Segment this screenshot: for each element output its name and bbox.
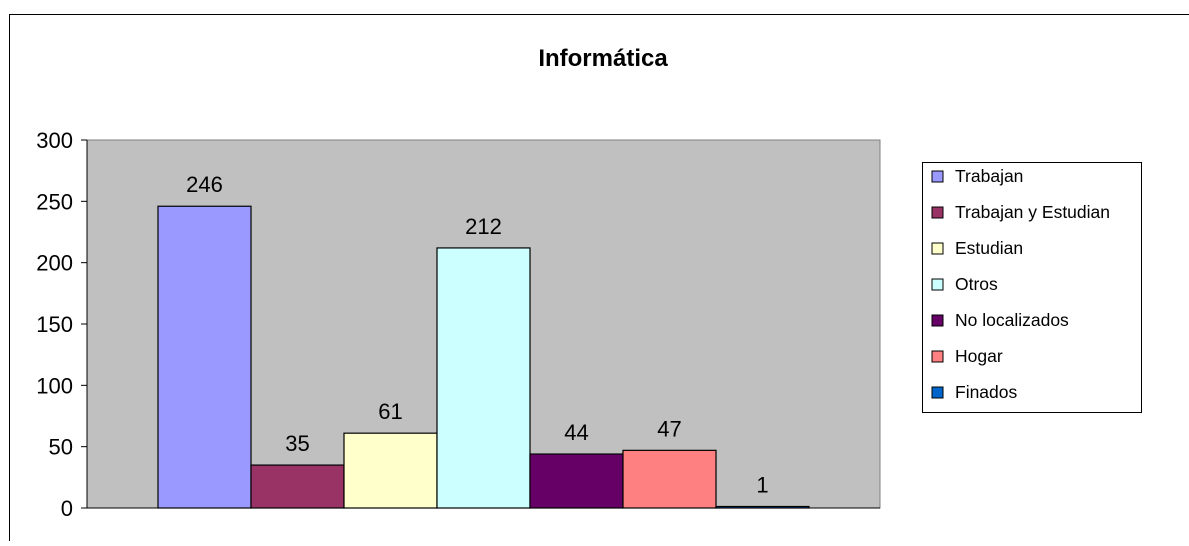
legend-label: Trabajan y Estudian xyxy=(955,202,1110,222)
chart-title: Informática xyxy=(538,45,668,72)
data-label: 47 xyxy=(657,416,681,441)
legend-swatch xyxy=(932,315,943,326)
legend-swatch xyxy=(932,207,943,218)
legend-label: Trabajan xyxy=(955,166,1023,186)
bar-trabajan xyxy=(158,206,251,508)
legend-label: Otros xyxy=(955,274,998,294)
legend-swatch xyxy=(932,387,943,398)
y-tick-label: 50 xyxy=(49,435,73,460)
bar-hogar xyxy=(623,450,716,508)
bar-otros xyxy=(437,248,530,508)
data-label: 44 xyxy=(564,420,588,445)
y-tick-label: 250 xyxy=(36,189,73,214)
data-label: 246 xyxy=(186,172,223,197)
legend-swatch xyxy=(932,243,943,254)
legend-swatch xyxy=(932,351,943,362)
bar-trabajan-y-estudian xyxy=(251,465,344,508)
data-label: 1 xyxy=(756,473,768,498)
legend: Trabajan Trabajan y Estudian Estudian Otros… xyxy=(923,163,1142,413)
legend-label: Estudian xyxy=(955,238,1023,258)
legend-label: No localizados xyxy=(955,310,1069,330)
data-label: 212 xyxy=(465,214,502,239)
y-tick-label: 150 xyxy=(36,312,73,337)
data-label: 35 xyxy=(285,431,309,456)
legend-swatch xyxy=(932,279,943,290)
y-tick-label: 0 xyxy=(61,496,73,521)
bar-estudian xyxy=(344,433,437,508)
bar-finados xyxy=(716,507,809,509)
legend-swatch xyxy=(932,171,943,182)
y-tick-label: 100 xyxy=(36,373,73,398)
legend-label: Finados xyxy=(955,382,1018,402)
legend-label: Hogar xyxy=(955,346,1003,366)
y-tick-label: 200 xyxy=(36,251,73,276)
bar-no-localizados xyxy=(530,454,623,508)
y-tick-label: 300 xyxy=(36,128,73,153)
data-label: 61 xyxy=(378,399,402,424)
